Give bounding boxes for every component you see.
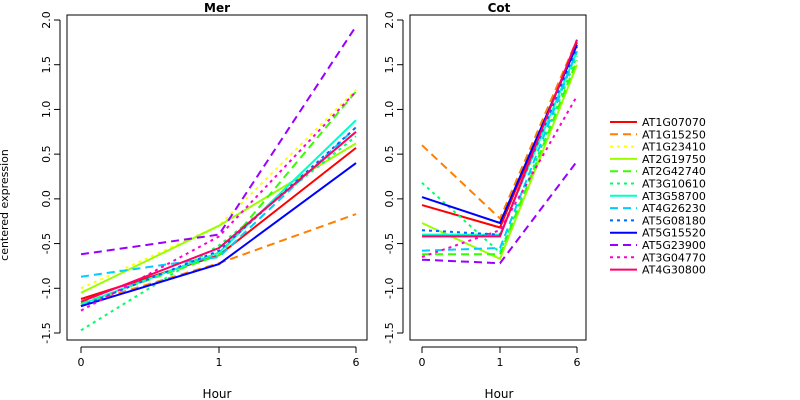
series-line-mer-at3g58700 bbox=[80, 119, 357, 306]
series-line-mer-at5g08180 bbox=[80, 126, 357, 308]
series-line-cot-at5g15520 bbox=[421, 44, 578, 225]
x-tick-label-cot: 1 bbox=[497, 356, 504, 369]
x-tick-label-cot: 0 bbox=[419, 356, 426, 369]
y-tick-label-mer: 0.5 bbox=[40, 145, 53, 163]
series-line-cot-at4g30800 bbox=[422, 39, 578, 238]
panel-title-cot: Cot bbox=[488, 1, 511, 15]
legend-label-at1g15250: AT1G15250 bbox=[642, 128, 706, 141]
x-tick-label-mer: 0 bbox=[78, 356, 85, 369]
plot-frame-mer bbox=[66, 14, 368, 341]
series-line-cot-at2g19750 bbox=[421, 64, 578, 261]
legend-label-at3g04770: AT3G04770 bbox=[642, 251, 706, 264]
y-tick-label-mer: -0.5 bbox=[40, 233, 53, 254]
panel-cot: Cot -1.5 -1.0 -0.5 0.0 0.5 1.0 1.5 2.0 0 1 6 Hour bbox=[383, 1, 587, 400]
legend-label-at1g07070: AT1G07070 bbox=[642, 116, 706, 129]
series-lines-mer bbox=[80, 25, 357, 332]
series-line-mer-at1g07070 bbox=[80, 147, 357, 300]
legend-label-at2g19750: AT2G19750 bbox=[642, 153, 706, 166]
series-line-mer-at3g04770 bbox=[80, 90, 357, 312]
series-line-cot-at5g23900 bbox=[421, 160, 578, 265]
y-tick-label-cot: 0.0 bbox=[383, 190, 396, 208]
panel-mer: Mer -1.5 -1.0 -0.5 0.0 0.5 1.0 1.5 2.0 0 1 6 Hour bbox=[40, 1, 368, 400]
plot-frame-cot bbox=[409, 14, 587, 341]
y-tick-label-mer: 1.0 bbox=[40, 101, 53, 119]
series-line-cot-at5g08180 bbox=[421, 46, 578, 236]
y-axis-mer: -1.5 -1.0 -0.5 0.0 0.5 1.0 1.5 2.0 bbox=[40, 11, 61, 344]
panel-title-mer: Mer bbox=[204, 1, 230, 15]
legend-label-at2g42740: AT2G42740 bbox=[642, 165, 706, 178]
x-axis-label-cot: Hour bbox=[485, 387, 514, 400]
x-tick-label-cot: 6 bbox=[574, 356, 581, 369]
series-line-cot-at3g10610 bbox=[421, 55, 578, 255]
series-line-mer-at2g42740 bbox=[80, 90, 357, 305]
x-tick-label-mer: 6 bbox=[353, 356, 360, 369]
y-tick-label-mer: 1.5 bbox=[40, 56, 53, 74]
y-tick-label-mer: -1.5 bbox=[40, 322, 53, 343]
y-tick-label-mer: 0.0 bbox=[40, 190, 53, 208]
series-lines-cot bbox=[421, 39, 578, 265]
y-tick-label-cot: 0.5 bbox=[383, 145, 396, 163]
legend-label-at3g10610: AT3G10610 bbox=[642, 178, 706, 191]
series-line-mer-at1g15250 bbox=[80, 213, 357, 306]
series-line-cot-at3g58700 bbox=[422, 50, 578, 236]
x-axis-cot: 0 1 6 bbox=[419, 346, 581, 369]
series-line-mer-at5g15520 bbox=[80, 162, 357, 308]
x-axis-mer: 0 1 6 bbox=[78, 346, 360, 369]
series-line-cot-at4g26230 bbox=[421, 50, 578, 252]
legend-label-at3g58700: AT3G58700 bbox=[642, 190, 706, 203]
legend-label-at1g23410: AT1G23410 bbox=[642, 141, 706, 154]
series-line-cot-at1g23410 bbox=[421, 53, 578, 238]
series-line-mer-at3g10610 bbox=[80, 135, 357, 332]
legend-label-at5g15520: AT5G15520 bbox=[642, 227, 706, 240]
y-tick-label-cot: 1.0 bbox=[383, 101, 396, 119]
series-line-mer-at1g23410 bbox=[80, 89, 357, 290]
series-line-mer-at5g23900 bbox=[80, 25, 357, 256]
y-tick-label-cot: -1.0 bbox=[383, 278, 396, 299]
y-tick-label-mer: 2.0 bbox=[40, 11, 53, 29]
series-line-cot-at1g15250 bbox=[421, 39, 578, 221]
legend-label-at4g26230: AT4G26230 bbox=[642, 202, 706, 215]
y-axis-cot: -1.5 -1.0 -0.5 0.0 0.5 1.0 1.5 2.0 bbox=[383, 11, 404, 344]
y-tick-label-cot: -0.5 bbox=[383, 233, 396, 254]
y-tick-label-mer: -1.0 bbox=[40, 278, 53, 299]
series-line-cot-at2g42740 bbox=[422, 59, 578, 256]
x-axis-label-mer: Hour bbox=[203, 387, 232, 400]
series-line-mer-at4g30800 bbox=[80, 131, 357, 303]
legend-label-at5g23900: AT5G23900 bbox=[642, 239, 706, 252]
y-tick-label-cot: -1.5 bbox=[383, 322, 396, 343]
y-tick-label-cot: 2.0 bbox=[383, 11, 396, 29]
x-tick-label-mer: 1 bbox=[216, 356, 223, 369]
legend-label-at5g08180: AT5G08180 bbox=[642, 214, 706, 227]
legend-label-at4g30800: AT4G30800 bbox=[642, 264, 706, 277]
y-axis-label: centered expression bbox=[0, 149, 11, 261]
legend: AT1G07070AT1G15250AT1G23410AT2G19750AT2G… bbox=[610, 116, 706, 277]
y-tick-label-cot: 1.5 bbox=[383, 56, 396, 74]
